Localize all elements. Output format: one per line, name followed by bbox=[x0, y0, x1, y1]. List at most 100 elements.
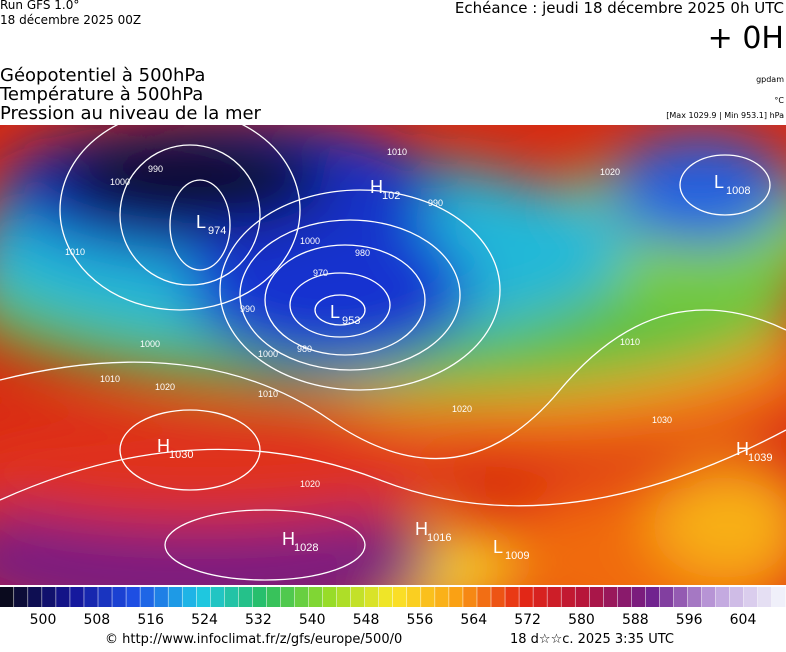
colorbar-swatch bbox=[322, 587, 337, 607]
colorbar-swatch bbox=[140, 587, 154, 607]
isobar-label: 970 bbox=[313, 268, 328, 278]
colorbar-label: 516 bbox=[137, 612, 164, 628]
colorbar-swatch bbox=[98, 587, 112, 607]
run-date: 18 décembre 2025 00Z bbox=[0, 13, 141, 27]
center-value: 1030 bbox=[169, 449, 193, 461]
colorbar-swatch bbox=[294, 587, 309, 607]
colorbar-swatch bbox=[182, 587, 196, 607]
run: Run GFS 1.0° bbox=[0, 0, 79, 12]
center-letter: H bbox=[415, 519, 428, 539]
center-letter: H bbox=[282, 529, 295, 549]
colorbar-swatch bbox=[421, 587, 435, 607]
colorbar-swatch bbox=[463, 587, 477, 607]
offset: + 0H bbox=[708, 21, 784, 56]
isobar-label: 980 bbox=[355, 248, 370, 258]
colorbar-swatch bbox=[0, 587, 14, 607]
isobar-label: 990 bbox=[240, 304, 255, 314]
colorbar-swatch bbox=[28, 587, 42, 607]
isobar-label: 1020 bbox=[300, 479, 320, 489]
isobars bbox=[0, 125, 786, 581]
layer: Température à 500hPa bbox=[0, 84, 203, 105]
isobar-label: 990 bbox=[428, 198, 443, 208]
isobar-label: 1000 bbox=[140, 339, 160, 349]
colorbar-swatch bbox=[575, 587, 589, 607]
unit: gpdam bbox=[756, 75, 784, 84]
center-value: 953 bbox=[342, 315, 360, 327]
isobar-label: 1000 bbox=[300, 236, 320, 246]
center-letter: L bbox=[196, 212, 206, 232]
colorbar-label: 524 bbox=[191, 612, 218, 628]
colorbar-swatch bbox=[589, 587, 604, 607]
colorbar-swatch bbox=[771, 587, 786, 607]
colorbar-label: 596 bbox=[676, 612, 703, 628]
isobar-label: 990 bbox=[148, 164, 163, 174]
colorbar-swatch bbox=[743, 587, 758, 607]
colorbar-swatch bbox=[168, 587, 182, 607]
colorbar-swatch bbox=[505, 587, 519, 607]
colorbar-label: 532 bbox=[245, 612, 272, 628]
center-letter: L bbox=[714, 172, 724, 192]
colorbar-swatch bbox=[350, 587, 365, 607]
colorbar-swatch bbox=[631, 587, 646, 607]
colorbar-label: 588 bbox=[622, 612, 649, 628]
colorbar-swatch bbox=[729, 587, 744, 607]
isobar-label: 1020 bbox=[600, 167, 620, 177]
colorbar-label: 548 bbox=[353, 612, 380, 628]
colorbar-swatch bbox=[224, 587, 239, 607]
colorbar-swatch bbox=[378, 587, 393, 607]
colorbar-label: 604 bbox=[730, 612, 757, 628]
colorbar-swatch bbox=[266, 587, 281, 607]
center-letter: H bbox=[736, 439, 749, 459]
colorbar-swatch bbox=[617, 587, 632, 607]
isobar-label: 1010 bbox=[258, 389, 278, 399]
colorbar-swatch bbox=[196, 587, 211, 607]
colorbar-label: 500 bbox=[30, 612, 57, 628]
colorbar-swatch bbox=[477, 587, 491, 607]
isobar-label: 1010 bbox=[65, 247, 85, 257]
colorbar-swatch bbox=[491, 587, 505, 607]
center-value: 1016 bbox=[427, 532, 451, 544]
isobar-label: 980 bbox=[297, 344, 312, 354]
colorbar-swatch bbox=[280, 587, 295, 607]
colorbar-swatch bbox=[210, 587, 225, 607]
colorbar-swatch bbox=[407, 587, 421, 607]
colorbar-swatch bbox=[687, 587, 702, 607]
colorbar-swatch bbox=[84, 587, 98, 607]
colorbar-swatch bbox=[70, 587, 84, 607]
colorbar: 500 508 516 524 532 540 548 556 564 572 580 588 596 6… bbox=[0, 587, 786, 628]
colorbar-swatch bbox=[393, 587, 407, 607]
colorbar-swatch bbox=[112, 587, 126, 607]
colorbar-swatch bbox=[519, 587, 533, 607]
colorbar-swatch bbox=[701, 587, 716, 607]
colorbar-swatch bbox=[238, 587, 253, 607]
colorbar-swatch bbox=[757, 587, 772, 607]
colorbar-swatch bbox=[126, 587, 140, 607]
center-value: 974 bbox=[208, 225, 226, 237]
colorbar-swatch bbox=[645, 587, 660, 607]
layer: Géopotentiel à 500hPa bbox=[0, 65, 205, 86]
isobar-label: 1020 bbox=[155, 382, 175, 392]
colorbar-swatch bbox=[56, 587, 70, 607]
colorbar-swatch bbox=[715, 587, 730, 607]
isobar-label: 1010 bbox=[387, 147, 407, 157]
colorbar-label: 564 bbox=[460, 612, 487, 628]
center-value: 1039 bbox=[748, 452, 772, 464]
echeance: Echéance : jeudi 18 décembre 2025 0h UTC bbox=[455, 0, 784, 17]
colorbar-swatch bbox=[533, 587, 547, 607]
isobar-label: 1000 bbox=[258, 349, 278, 359]
unit: °C bbox=[774, 96, 784, 105]
colorbar-label: 508 bbox=[83, 612, 110, 628]
colorbar-swatch bbox=[603, 587, 618, 607]
colorbar-swatch bbox=[435, 587, 449, 607]
colorbar-swatch bbox=[42, 587, 56, 607]
center-value: 1009 bbox=[505, 550, 529, 562]
isobar-label: 1030 bbox=[652, 415, 672, 425]
isobar-label: 1020 bbox=[452, 404, 472, 414]
unit: [Max 1029.9 | Min 953.1] hPa bbox=[666, 111, 784, 120]
colorbar-swatch bbox=[308, 587, 323, 607]
footer-url: © http://www.infoclimat.fr/z/gfs/europe/… bbox=[105, 632, 402, 647]
colorbar-swatch bbox=[561, 587, 575, 607]
isobar-label: 1010 bbox=[100, 374, 120, 384]
